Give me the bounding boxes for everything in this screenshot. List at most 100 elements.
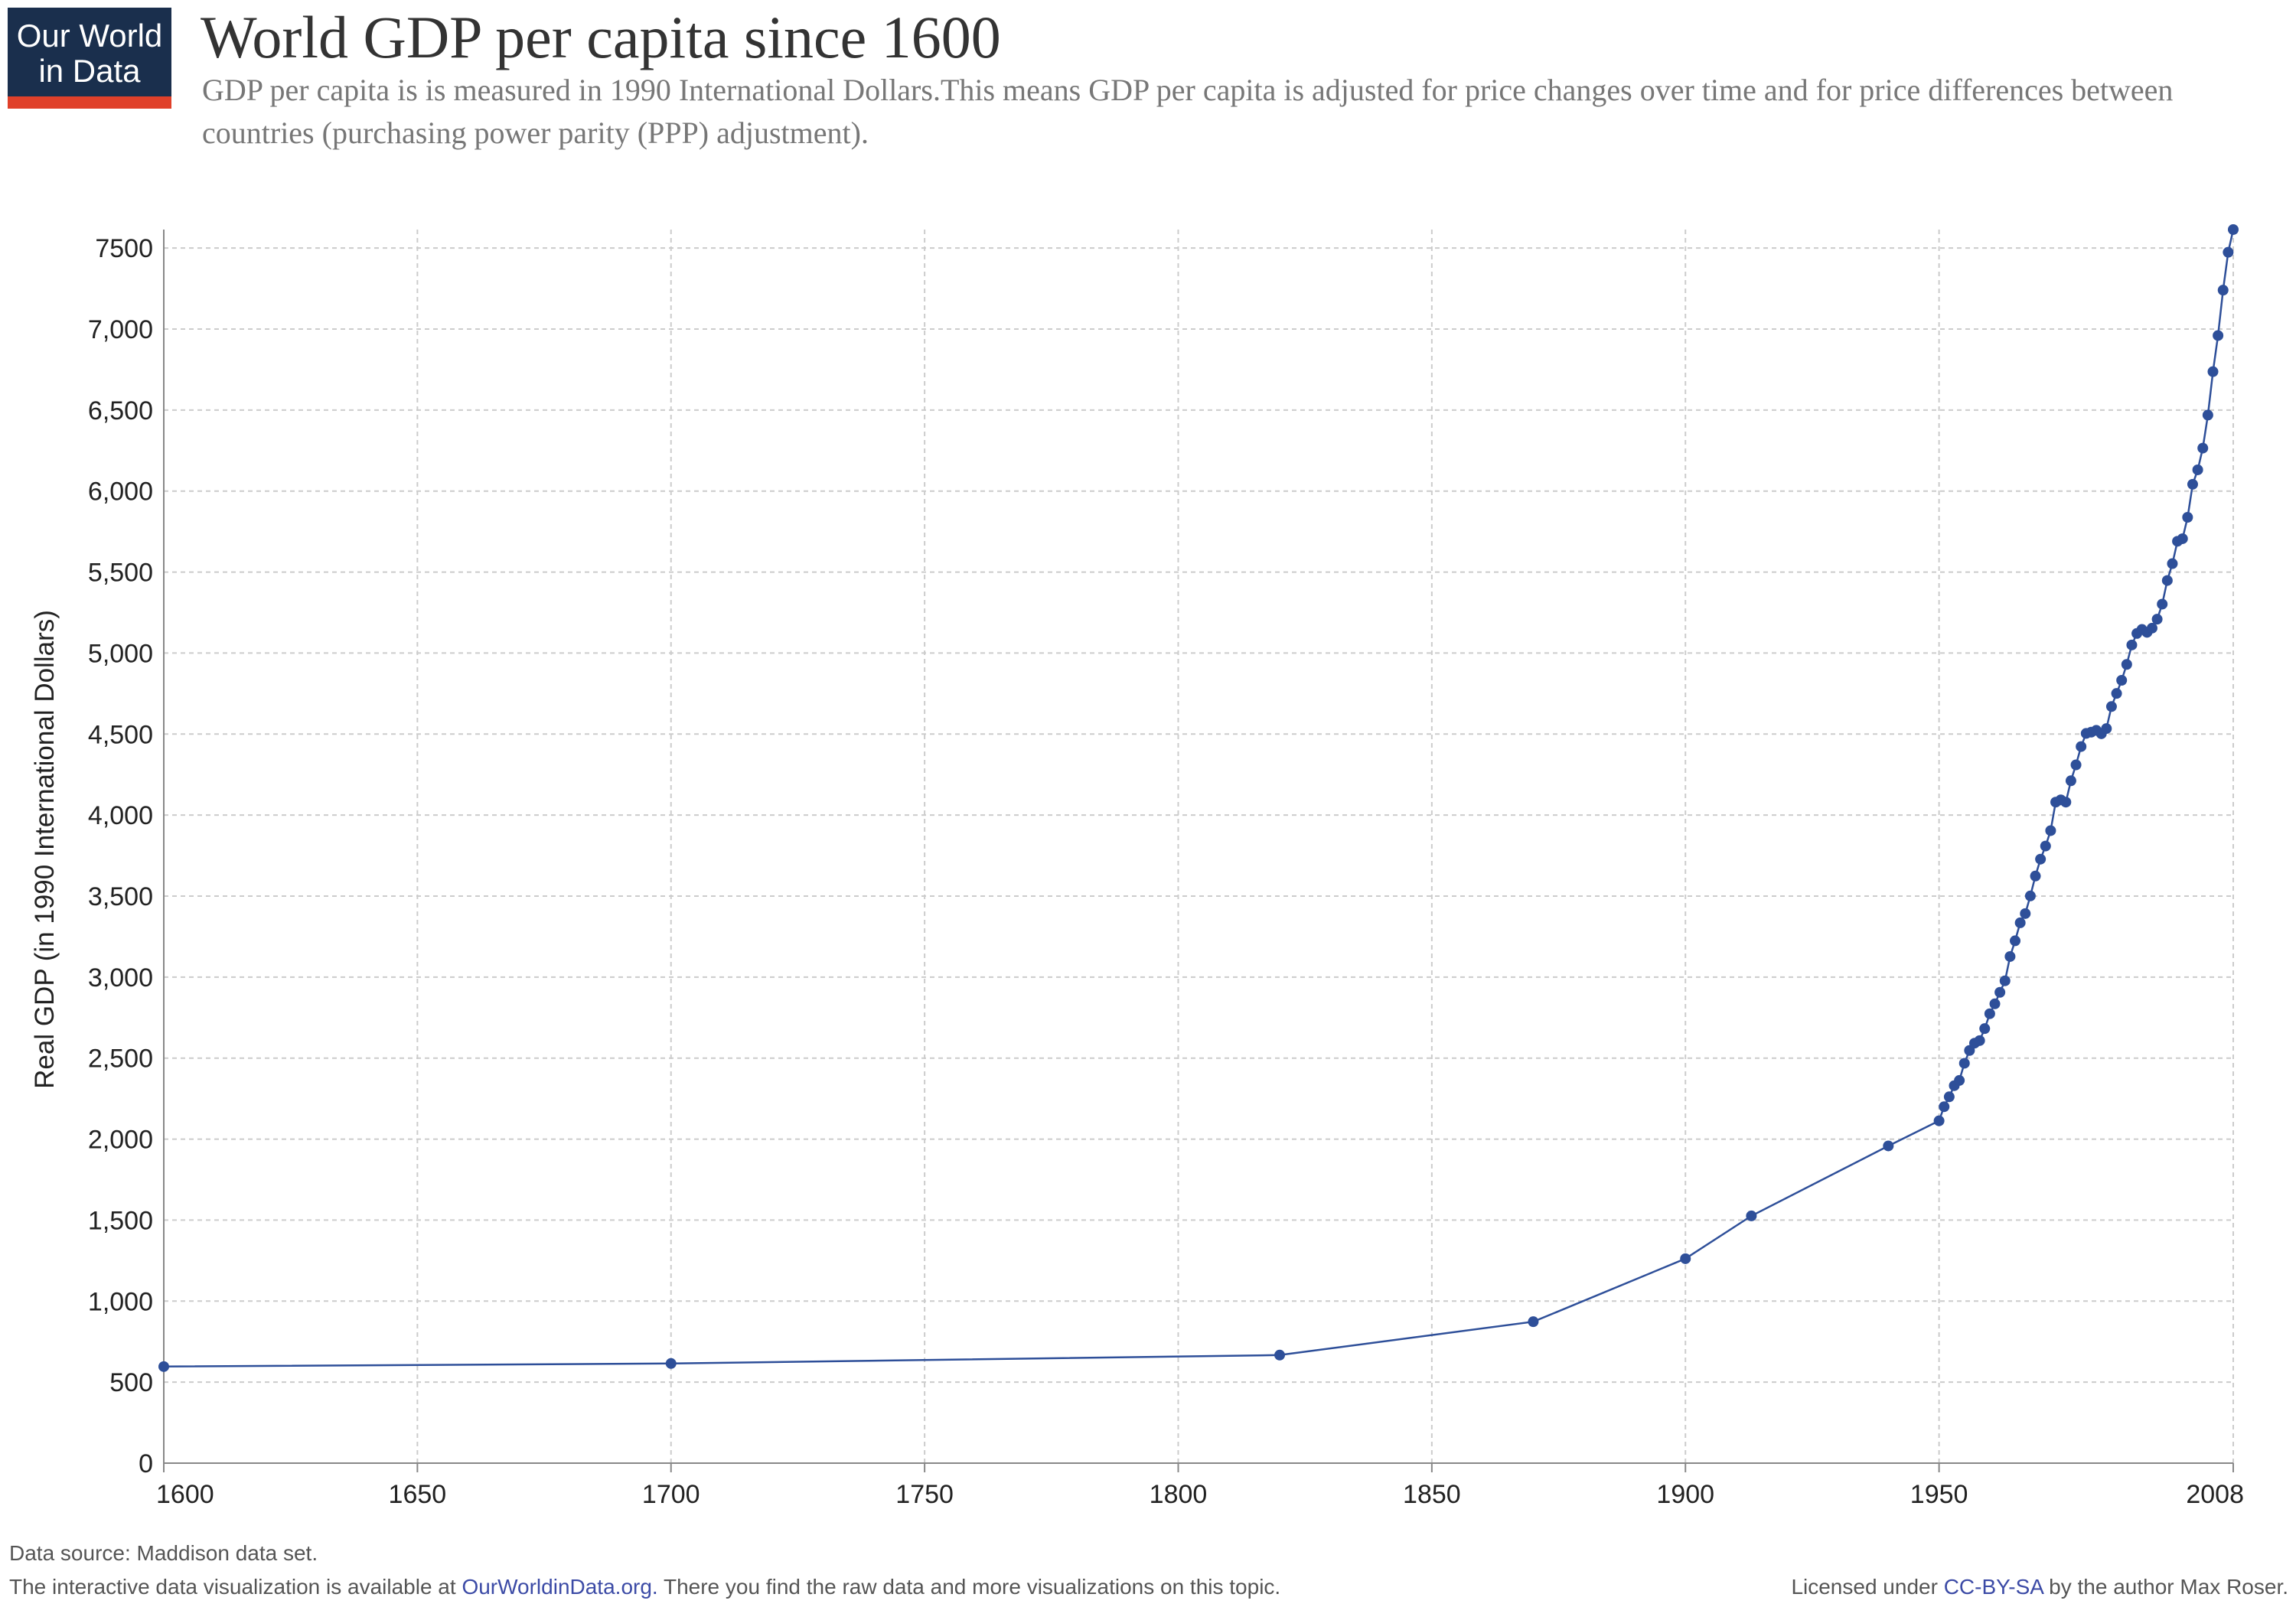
data-point [2111,688,2122,699]
y-tick-label: 0 [139,1449,153,1478]
x-tick-label: 1950 [1910,1480,1968,1509]
owid-logo: Our World in Data [8,8,171,109]
data-point [1680,1253,1691,1264]
tick-labels: 0 500 1,000 1,500 2,000 2,500 3,000 3,500 4,000 4… [88,234,2244,1509]
note-suffix: There you find the raw data and more vis… [657,1575,1281,1599]
data-point [2020,908,2031,919]
data-point [2126,639,2138,650]
y-tick-label: 6,000 [88,478,153,507]
x-tick-label: 1700 [642,1480,700,1509]
data-point [2146,622,2157,634]
data-point [1984,1008,1995,1019]
data-point [1274,1349,1286,1361]
x-tick-label: 1650 [389,1480,447,1509]
data-point [665,1358,677,1369]
data-point [2161,575,2173,586]
data-point [2076,741,2087,752]
license-suffix: by the author Max Roser. [2043,1575,2288,1599]
data-point [1958,1058,1970,1069]
series-line [163,229,2235,1368]
data-point [2121,659,2132,670]
data-point [2035,853,2047,865]
y-tick-label: 4,500 [88,720,153,749]
data-point [1989,998,2001,1009]
data-point [2010,935,2021,947]
footer-source: Data source: Maddison data set. [9,1541,318,1566]
x-tick-label: 1900 [1656,1480,1714,1509]
x-tick-label: 1800 [1150,1480,1208,1509]
y-tick-label: 2,500 [88,1045,153,1074]
y-tick-label: 1,000 [88,1287,153,1316]
chart-title: World GDP per capita since 1600 [201,4,1001,70]
data-point [2070,759,2082,771]
data-point [1883,1140,1894,1152]
data-point [2045,825,2056,836]
y-tick-label: 4,000 [88,801,153,830]
y-tick-label: 5,000 [88,639,153,668]
data-point [2014,917,2026,928]
data-point [1746,1210,1757,1221]
data-point [1943,1091,1955,1103]
data-point [1954,1074,1965,1086]
data-point [2060,797,2072,808]
data-point [2213,330,2224,341]
data-point [2116,674,2128,686]
data-point [2192,464,2203,475]
data-point [2151,614,2163,625]
data-point [2182,512,2193,523]
data-point [2187,478,2198,490]
x-tick-label: 2008 [2186,1480,2244,1509]
license-prefix: Licensed under [1791,1575,1944,1599]
logo-accent-bar [8,96,171,109]
data-point [1933,1115,1945,1126]
data-point [2207,366,2219,377]
x-tick-label: 1850 [1403,1480,1461,1509]
data-point [2040,840,2051,852]
data-point [2202,409,2213,421]
logo-line-2: in Data [38,53,141,89]
y-tick-label: 5,500 [88,559,153,588]
data-point [2228,224,2239,235]
chart-subtitle: GDP per capita is is measured in 1990 In… [202,73,2174,150]
data-point [2167,558,2178,569]
y-axis-label: Real GDP (in 1990 International Dollars) [30,610,60,1089]
data-point [2217,285,2229,296]
y-tick-label: 1,500 [88,1206,153,1235]
source-text: Data source: Maddison data set. [9,1541,318,1565]
data-point [2105,701,2117,712]
y-tick-label: 7500 [95,234,153,263]
license-link[interactable]: CC-BY-SA [1943,1575,2043,1599]
data-point [1979,1023,1991,1035]
data-point [2065,775,2076,787]
x-tick-label: 1600 [156,1480,214,1509]
x-tick-label: 1750 [895,1480,954,1509]
data-point [2223,246,2234,258]
data-point [158,1361,169,1372]
owid-link[interactable]: OurWorldinData.org. [461,1575,658,1599]
y-tick-label: 6,500 [88,396,153,425]
note-prefix: The interactive data visualization is av… [9,1575,462,1599]
data-point [2004,950,2016,962]
y-tick-label: 3,000 [88,963,153,993]
logo-line-1: Our World [16,18,163,54]
data-point [2030,870,2041,882]
data-point [1939,1101,1950,1113]
footer-license: Licensed under CC-BY-SA by the author Ma… [1791,1575,2288,1599]
data-point [1999,975,2011,986]
footer-note: The interactive data visualization is av… [9,1575,1280,1599]
data-point [2024,890,2036,901]
series-group [158,224,2239,1372]
y-tick-label: 2,000 [88,1126,153,1155]
axes [163,230,2234,1472]
y-tick-label: 500 [109,1368,153,1397]
data-point [2101,723,2112,735]
data-point [2177,533,2188,544]
data-point [1528,1316,1539,1328]
data-point [2197,442,2209,454]
y-tick-label: 3,500 [88,882,153,911]
data-point [1994,986,2006,998]
data-point [2157,598,2168,610]
y-tick-label: 7,000 [88,315,153,344]
grid-lines [164,230,2234,1463]
